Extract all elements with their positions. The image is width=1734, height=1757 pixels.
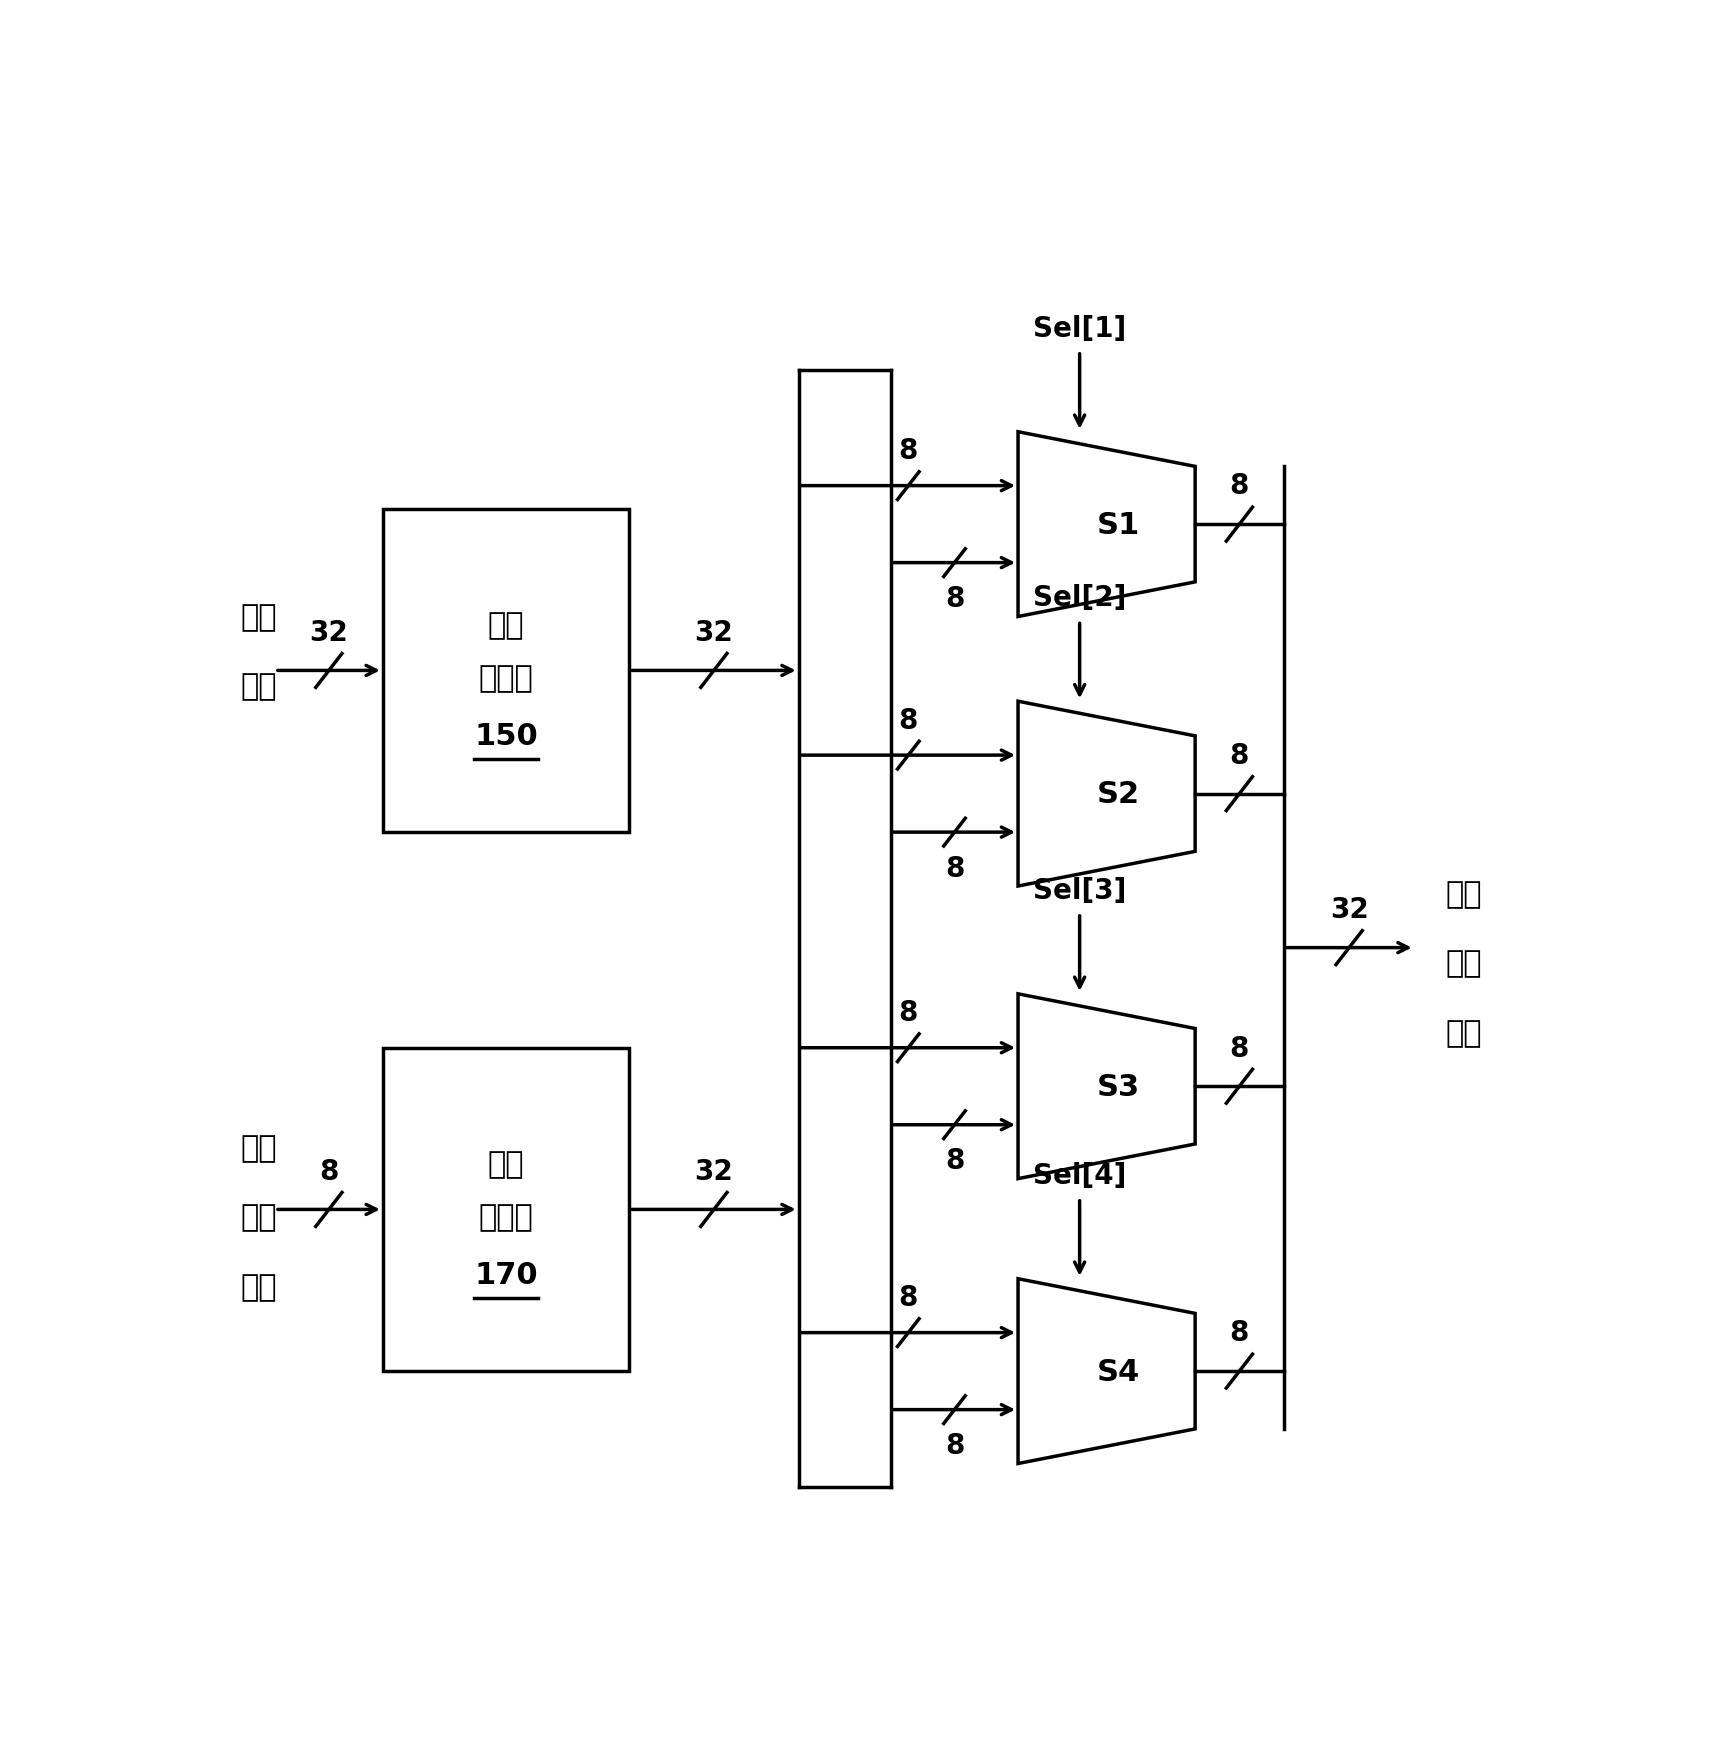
Text: 32: 32 — [309, 618, 349, 647]
Polygon shape — [1018, 701, 1195, 887]
Bar — [383, 1049, 629, 1372]
Text: Sel[3]: Sel[3] — [1033, 877, 1127, 905]
Text: 输入: 输入 — [487, 1149, 524, 1177]
Text: 8: 8 — [898, 998, 917, 1026]
Text: 170: 170 — [473, 1262, 538, 1290]
Text: 8: 8 — [1229, 473, 1248, 501]
Text: 输入: 输入 — [1446, 949, 1483, 979]
Text: Sel[2]: Sel[2] — [1033, 583, 1127, 611]
Text: 8: 8 — [898, 1283, 917, 1311]
Text: 缓存: 缓存 — [1446, 880, 1483, 908]
Text: 数据: 数据 — [241, 671, 277, 701]
Text: 8: 8 — [319, 1158, 338, 1186]
Text: S4: S4 — [1096, 1356, 1139, 1386]
Polygon shape — [1018, 432, 1195, 617]
Text: 8: 8 — [1229, 1033, 1248, 1061]
Text: 锁存器: 锁存器 — [479, 1204, 534, 1232]
Text: 8: 8 — [945, 854, 964, 882]
Text: Sel[4]: Sel[4] — [1033, 1161, 1127, 1189]
Text: 数据: 数据 — [1446, 1019, 1483, 1047]
Text: Sel[1]: Sel[1] — [1033, 315, 1127, 343]
Text: 回写: 回写 — [241, 603, 277, 633]
Polygon shape — [1018, 1279, 1195, 1464]
Text: 32: 32 — [1330, 896, 1368, 924]
Polygon shape — [1018, 994, 1195, 1179]
Text: 锁存器: 锁存器 — [479, 664, 534, 694]
Text: 输入: 输入 — [241, 1204, 277, 1232]
Text: 32: 32 — [695, 1158, 733, 1186]
Text: 8: 8 — [945, 1432, 964, 1460]
Text: S3: S3 — [1096, 1072, 1139, 1102]
Text: 150: 150 — [473, 722, 538, 750]
Text: 数据: 数据 — [241, 1272, 277, 1302]
Text: 8: 8 — [898, 437, 917, 466]
Text: 输出: 输出 — [487, 610, 524, 640]
Bar — [383, 510, 629, 833]
Text: S2: S2 — [1096, 780, 1139, 808]
Text: 32: 32 — [695, 618, 733, 647]
Text: 8: 8 — [945, 585, 964, 613]
Text: 8: 8 — [1229, 1320, 1248, 1346]
Text: 外部: 外部 — [241, 1133, 277, 1163]
Text: S1: S1 — [1096, 510, 1139, 539]
Text: 8: 8 — [945, 1147, 964, 1175]
Text: 8: 8 — [898, 706, 917, 734]
Text: 8: 8 — [1229, 741, 1248, 770]
